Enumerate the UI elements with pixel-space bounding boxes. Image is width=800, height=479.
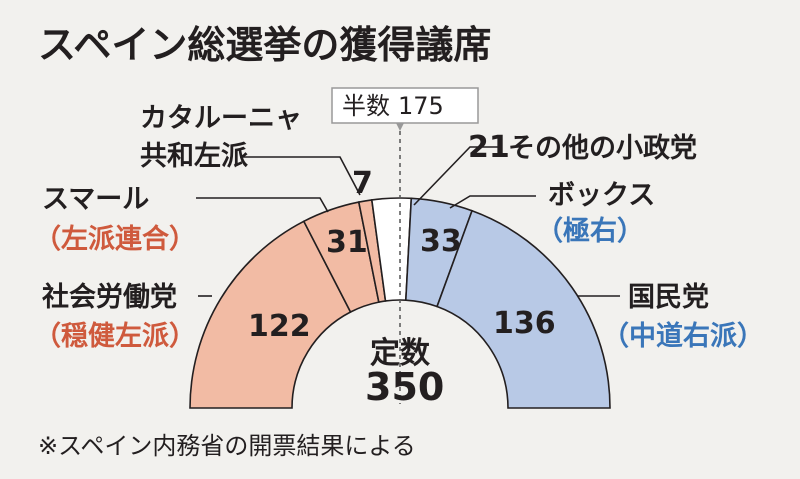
leader-erc — [240, 156, 361, 196]
seat-arcs — [189, 197, 611, 409]
majority-box — [331, 87, 479, 124]
party-descriptor-pp: （中道右派） — [602, 320, 764, 352]
source-note: ※スペイン内務省の開票結果による — [38, 432, 416, 460]
party-name-erc-line2: 共和左派 — [140, 141, 248, 172]
party-name-psoe: 社会労働党 — [42, 281, 177, 313]
leader-lines — [196, 146, 620, 297]
seat-label-pp: 136 — [493, 306, 556, 341]
total-value: 350 — [365, 365, 444, 409]
party-name-pp: 国民党 — [628, 282, 709, 313]
party-name-others: その他の小政党 — [508, 133, 697, 164]
party-descriptor-sumar: （左派連合） — [34, 223, 196, 255]
party-name-erc-line1: カタルーニャ — [140, 103, 302, 134]
seat-label-others: 21 — [468, 130, 510, 165]
leader-sumar — [196, 197, 329, 213]
majority-marker: 半数 175 — [331, 87, 479, 404]
seat-label-erc: 7 — [352, 166, 373, 201]
party-descriptor-vox: （極右） — [536, 216, 644, 247]
seat-label-psoe: 122 — [248, 309, 311, 344]
party-name-sumar: スマール — [42, 184, 149, 215]
leader-vox — [449, 195, 536, 209]
party-name-vox: ボックス — [548, 180, 655, 211]
arc-psoe — [189, 220, 352, 409]
party-descriptor-psoe: （穏健左派） — [34, 321, 196, 352]
total-label: 定数 — [370, 336, 431, 371]
leader-others — [413, 146, 500, 206]
majority-label: 半数 175 — [342, 92, 444, 120]
chart-title: スペイン総選挙の獲得議席 — [38, 23, 491, 67]
majority-pointer — [396, 123, 404, 131]
arc-pp — [436, 209, 611, 409]
seat-label-vox: 33 — [420, 224, 462, 259]
seat-label-sumar: 31 — [326, 225, 368, 260]
